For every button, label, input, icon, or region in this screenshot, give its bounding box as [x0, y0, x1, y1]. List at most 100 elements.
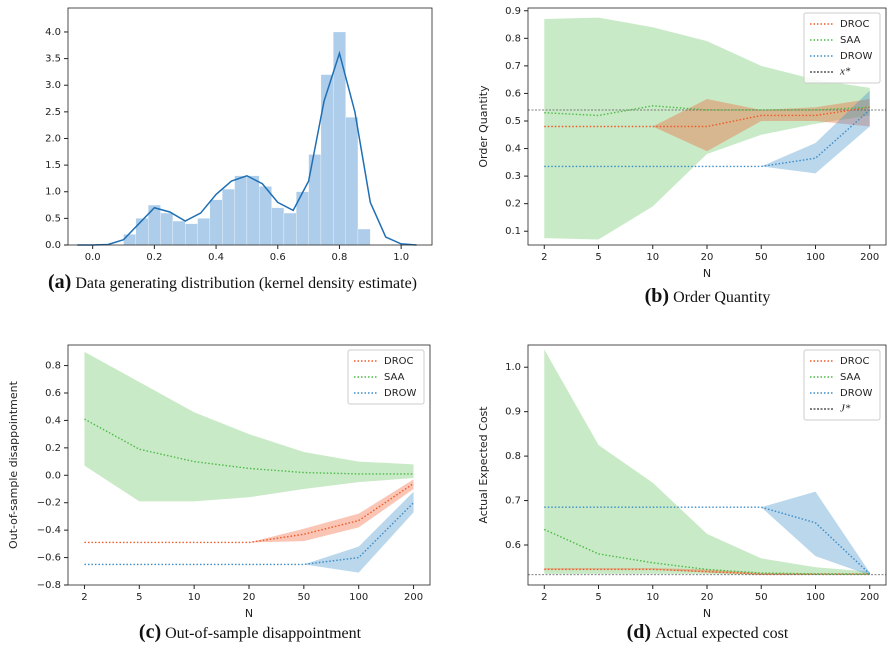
histogram-bar — [222, 188, 235, 246]
histogram-bar — [185, 223, 198, 246]
histogram-bar — [320, 74, 334, 246]
series-line — [84, 502, 415, 566]
y-tick-label: 0.4 — [45, 415, 61, 426]
panel: 0.1 0.2 0.3 0.4 0.5 0.6 0.7 0.8 0.9 2 5 10 20 50 100 20… — [477, 6, 887, 280]
y-tick-label: 0.1 — [505, 226, 521, 237]
y-tick-label: 1.5 — [45, 160, 61, 171]
panel: −0.8 −0.6 −0.4 −0.2 0.0 0.2 0.4 0.6 0.8 2 5 10 20 50 1… — [7, 344, 431, 620]
x-tick-label: 10 — [646, 592, 659, 603]
y-tick-label: 4.0 — [45, 27, 61, 38]
y-tick-label: 0.9 — [505, 407, 521, 418]
x-tick-label: 2 — [541, 252, 547, 263]
histogram-bar — [283, 212, 297, 246]
x-tick-label: 0.0 — [85, 252, 101, 263]
panel: 0.0 0.5 1.0 1.5 2.0 2.5 3.0 3.5 4.0 0.0 0.2 0.4 0.6 0… — [45, 7, 433, 263]
y-tick-label: 0.4 — [505, 144, 521, 155]
y-axis-label: Actual Expected Cost — [477, 406, 490, 524]
x-tick-label: 20 — [701, 252, 714, 263]
axes-frame — [527, 7, 887, 246]
x-tick-label: 2 — [541, 592, 547, 603]
x-tick-label: 100 — [349, 592, 368, 603]
y-tick-label: 0.8 — [505, 33, 521, 44]
x-tick-label: 2 — [81, 592, 87, 603]
y-tick-label: 3.0 — [45, 80, 61, 91]
x-tick-label: 0.4 — [208, 252, 224, 263]
legend-label: DROW — [840, 388, 873, 399]
histogram-bar — [333, 31, 346, 246]
legend-box — [803, 12, 881, 84]
caption: (b) Order Quantity — [480, 286, 892, 308]
y-axis-label: Order Quantity — [477, 85, 490, 168]
legend-label: SAA — [840, 35, 861, 46]
series-line — [84, 482, 414, 544]
confidence-band — [544, 491, 870, 576]
legend-label: DROW — [840, 51, 873, 62]
histogram-bar — [209, 199, 223, 246]
y-tick-label: −0.8 — [37, 580, 61, 591]
confidence-band — [544, 349, 870, 575]
y-tick-label: 0.7 — [505, 496, 521, 507]
caption-text: Actual expected cost — [655, 625, 789, 642]
histogram-bar — [148, 204, 161, 246]
x-axis-label: N — [703, 267, 711, 280]
legend-label: J* — [840, 403, 851, 415]
histogram-bar — [345, 117, 359, 246]
caption-label: (d) — [626, 621, 652, 643]
histogram-bar — [123, 234, 137, 246]
histogram-bar — [246, 175, 260, 246]
x-tick-label: 100 — [806, 592, 825, 603]
axes-frame — [527, 344, 887, 586]
x-tick-label: 100 — [806, 252, 825, 263]
y-tick-label: 1.0 — [505, 362, 521, 373]
legend-label: DROC — [840, 19, 870, 30]
x-tick-label: 200 — [860, 592, 879, 603]
y-tick-label: 0.2 — [505, 199, 521, 210]
histogram-bar — [357, 228, 371, 246]
y-tick-label: 0.0 — [45, 470, 61, 481]
caption-text: Data generating distribution (kernel den… — [75, 275, 417, 292]
legend-label: DROC — [384, 356, 414, 367]
x-tick-label: 0.2 — [146, 252, 162, 263]
caption-label: (a) — [48, 271, 72, 293]
caption-text: Out-of-sample disappointment — [165, 625, 362, 642]
x-tick-label: 50 — [297, 592, 310, 603]
y-tick-label: 0.3 — [505, 171, 521, 182]
x-axis-label: N — [245, 607, 253, 620]
caption-label: (b) — [644, 285, 670, 307]
y-tick-label: 0.5 — [45, 213, 61, 224]
y-tick-label: 0.6 — [505, 88, 521, 99]
confidence-band — [84, 351, 414, 502]
y-tick-label: 2.0 — [45, 133, 61, 144]
confidence-band — [84, 479, 414, 543]
confidence-band — [544, 568, 870, 575]
x-tick-label: 20 — [243, 592, 256, 603]
confidence-band — [544, 17, 870, 240]
y-tick-label: −0.6 — [37, 553, 61, 564]
series-line — [544, 506, 871, 575]
caption: (d) Actual expected cost — [480, 622, 892, 644]
y-tick-label: 0.8 — [45, 361, 61, 372]
axes-frame — [67, 344, 431, 586]
y-tick-label: 2.5 — [45, 107, 61, 118]
x-tick-label: 5 — [595, 252, 601, 263]
y-tick-label: 0.6 — [505, 540, 521, 551]
y-axis-label: Out-of-sample disappointment — [7, 380, 20, 549]
y-tick-label: 0.5 — [505, 116, 521, 127]
panel: 0.6 0.7 0.8 0.9 1.0 2 5 10 20 50 100 200 N Actual Exp… — [477, 344, 887, 620]
x-tick-label: 10 — [646, 252, 659, 263]
histogram-bar — [135, 218, 149, 246]
y-tick-label: −0.2 — [37, 498, 61, 509]
series-line — [543, 528, 870, 576]
x-tick-label: 50 — [755, 252, 768, 263]
y-tick-label: 0.6 — [45, 388, 61, 399]
y-tick-label: 0.9 — [505, 6, 521, 17]
confidence-band — [84, 491, 414, 573]
caption-text: Order Quantity — [673, 289, 771, 306]
x-tick-label: 1.0 — [393, 252, 409, 263]
legend-label: SAA — [840, 372, 861, 383]
caption: (c) Out-of-sample disappointment — [20, 622, 480, 644]
x-tick-label: 0.8 — [332, 252, 348, 263]
legend-box — [803, 349, 881, 421]
